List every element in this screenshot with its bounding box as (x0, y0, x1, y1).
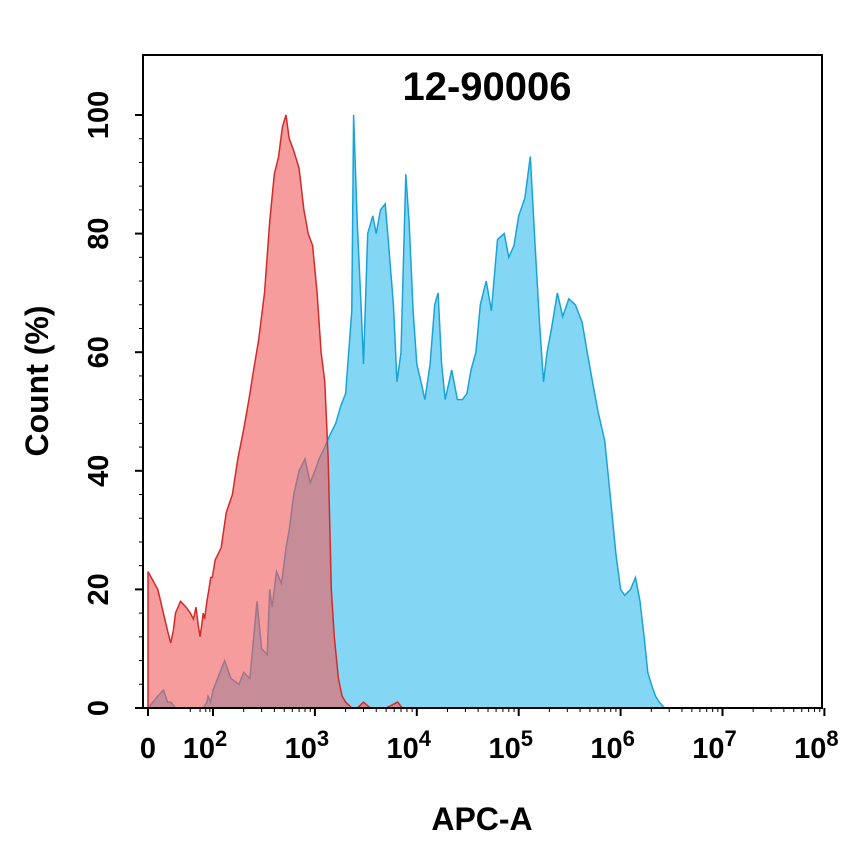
x-tick-label: 102 (183, 726, 228, 765)
x-tick-label: 108 (794, 726, 839, 765)
y-tick-label: 40 (83, 455, 115, 487)
x-tick-label: 107 (692, 726, 737, 765)
x-tick-label: 0 (140, 733, 156, 765)
y-tick-label: 60 (83, 336, 115, 368)
x-tick-label: 106 (590, 726, 635, 765)
y-tick-label: 20 (83, 573, 115, 605)
chart-title: 12-90006 (402, 65, 571, 109)
y-tick-label: 0 (83, 700, 115, 716)
histogram-series-2 (147, 114, 404, 709)
y-tick-label: 80 (83, 217, 115, 249)
x-tick-label: 105 (488, 726, 533, 765)
x-tick-label: 104 (387, 726, 432, 765)
plot-frame (142, 54, 823, 709)
x-axis-label: APC-A (431, 801, 532, 837)
x-tick-label: 103 (285, 726, 330, 765)
y-tick-label: 100 (83, 91, 115, 139)
y-axis-label: Count (%) (19, 305, 55, 456)
